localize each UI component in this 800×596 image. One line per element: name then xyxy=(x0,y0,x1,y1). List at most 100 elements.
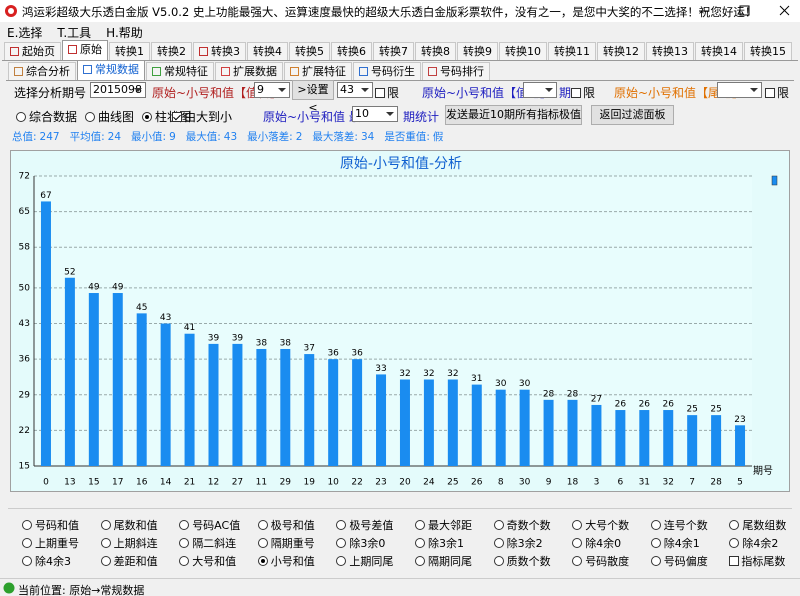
window-buttons[interactable] xyxy=(680,0,800,22)
indicator-option[interactable]: 差距和值 xyxy=(100,553,158,569)
radio-dot xyxy=(729,520,740,530)
tab[interactable]: 转换12 xyxy=(597,42,645,60)
subtab[interactable]: 常规数据 xyxy=(77,60,145,80)
tab[interactable]: 转换1 xyxy=(109,42,150,60)
tab[interactable]: 转换13 xyxy=(646,42,694,60)
subtab[interactable]: 号码排行 xyxy=(422,62,490,80)
tab[interactable]: 原始 xyxy=(62,40,108,60)
indicator-option[interactable]: 隔二斜连 xyxy=(179,535,236,551)
indicator-option[interactable]: 上期重号 xyxy=(22,535,79,551)
tab[interactable]: 转换14 xyxy=(695,42,743,60)
bar xyxy=(304,354,315,466)
x-tick-label: 14 xyxy=(160,478,172,488)
stat-value: 247 xyxy=(39,131,60,143)
combo[interactable]: 43 xyxy=(337,82,373,98)
indicator-option[interactable]: 尾数和值 xyxy=(100,517,158,533)
subtab[interactable]: 扩展特征 xyxy=(284,62,352,80)
indicator-option[interactable]: 隔期重号 xyxy=(257,535,315,551)
tab[interactable]: 转换11 xyxy=(548,42,596,60)
tab[interactable]: 转换6 xyxy=(331,42,372,60)
subtab-strip: 综合分析 常规数据 常规特征 扩展数据 扩展特征 号码衍生 号码排行 xyxy=(8,60,491,80)
tab[interactable]: 转换8 xyxy=(415,42,456,60)
button[interactable]: >设置< xyxy=(292,80,334,114)
radio[interactable]: 曲线图 xyxy=(85,108,134,125)
indicator-option[interactable]: 奇数个数 xyxy=(493,517,551,533)
x-tick-label: 30 xyxy=(519,478,531,488)
bar xyxy=(471,384,482,466)
y-tick-label: 43 xyxy=(19,319,30,329)
stat: 总值: 247 xyxy=(12,129,60,144)
subtab[interactable]: 综合分析 xyxy=(8,62,76,80)
indicator-option[interactable]: 号码散度 xyxy=(572,553,629,569)
tab[interactable]: 转换4 xyxy=(247,42,288,60)
value-label: 26 xyxy=(663,400,675,410)
subtab[interactable]: 号码衍生 xyxy=(353,62,421,80)
tab-label: 转换9 xyxy=(463,45,492,58)
x-tick-label: 5 xyxy=(737,478,743,488)
indicator-option[interactable]: 尾数组数 xyxy=(729,517,786,533)
radio-dot xyxy=(257,520,268,530)
button[interactable]: 返回过滤面板 xyxy=(591,105,674,125)
indicator-option[interactable]: 极号和值 xyxy=(257,517,315,533)
checkbox[interactable]: 限 xyxy=(571,84,595,101)
tab[interactable]: 转换9 xyxy=(457,42,498,60)
combo[interactable]: 2015098 xyxy=(90,82,146,98)
indicator-option[interactable]: 质数个数 xyxy=(493,553,551,569)
subtab[interactable]: 扩展数据 xyxy=(215,62,283,80)
tab[interactable]: 转换7 xyxy=(373,42,414,60)
indicator-option[interactable]: 连号个数 xyxy=(650,517,708,533)
stat-value: 34 xyxy=(360,131,375,143)
indicator-option[interactable]: 指标尾数 xyxy=(729,553,785,569)
indicator-option[interactable]: 除3余0 xyxy=(336,535,385,551)
indicator-option[interactable]: 上期同尾 xyxy=(336,553,393,569)
button[interactable]: 发送最近10期所有指标极值 xyxy=(445,105,582,125)
indicator-option[interactable]: 号码偏度 xyxy=(650,553,708,569)
indicator-option[interactable]: 大号和值 xyxy=(179,553,236,569)
status-bar: 当前位置: 原始→常规数据 xyxy=(0,578,800,596)
indicator-option[interactable]: 上期斜连 xyxy=(100,535,158,551)
x-tick-label: 16 xyxy=(136,478,148,488)
indicator-option[interactable]: 号码和值 xyxy=(22,517,79,533)
tab[interactable]: 转换15 xyxy=(744,42,792,60)
indicator-option[interactable]: 大号个数 xyxy=(572,517,629,533)
indicator-option[interactable]: 除3余2 xyxy=(493,535,543,551)
subtab[interactable]: 常规特征 xyxy=(146,62,214,80)
label: 原始~小号和值 最近 xyxy=(263,110,373,124)
menu-item[interactable]: E.选择 xyxy=(7,26,43,40)
checkbox[interactable]: 由大到小 xyxy=(172,108,232,125)
tab[interactable]: 起始页 xyxy=(4,42,61,60)
tab[interactable]: 转换10 xyxy=(499,42,547,60)
indicator-option[interactable]: 极号差值 xyxy=(336,517,393,533)
x-tick-label: 7 xyxy=(689,478,695,488)
indicator-option[interactable]: 小号和值 xyxy=(257,553,315,569)
indicator-option[interactable]: 除4余3 xyxy=(22,553,71,569)
menu-item[interactable]: T.工具 xyxy=(57,26,92,40)
indicator-option[interactable]: 除4余0 xyxy=(572,535,621,551)
indicator-label: 除4余1 xyxy=(663,537,700,550)
combo[interactable] xyxy=(523,82,557,98)
tab-icon xyxy=(68,45,77,54)
stat: 最小值: 9 xyxy=(131,129,176,144)
indicator-option[interactable]: 除4余2 xyxy=(729,535,778,551)
x-axis-label: 期号 xyxy=(753,465,773,477)
indicator-option[interactable]: 最大邻距 xyxy=(415,517,472,533)
value-label: 38 xyxy=(280,338,292,348)
tab[interactable]: 转换3 xyxy=(193,42,246,60)
menu-item[interactable]: H.帮助 xyxy=(106,26,143,40)
indicator-option[interactable]: 除3余1 xyxy=(415,535,464,551)
value-label: 25 xyxy=(686,405,697,415)
checkbox[interactable]: 限 xyxy=(765,84,789,101)
tab[interactable]: 转换2 xyxy=(151,42,192,60)
radio-dot xyxy=(336,538,347,548)
indicator-label: 号码偏度 xyxy=(663,555,708,568)
combo[interactable]: 9 xyxy=(254,82,290,98)
radio-dot xyxy=(100,556,111,566)
indicator-option[interactable]: 号码AC值 xyxy=(179,517,240,533)
checkbox[interactable]: 限 xyxy=(375,84,399,101)
radio[interactable]: 综合数据 xyxy=(16,108,77,125)
combo[interactable]: 10 xyxy=(352,106,398,122)
combo[interactable] xyxy=(717,82,762,98)
indicator-option[interactable]: 隔期同尾 xyxy=(415,553,472,569)
indicator-option[interactable]: 除4余1 xyxy=(650,535,700,551)
tab[interactable]: 转换5 xyxy=(289,42,330,60)
